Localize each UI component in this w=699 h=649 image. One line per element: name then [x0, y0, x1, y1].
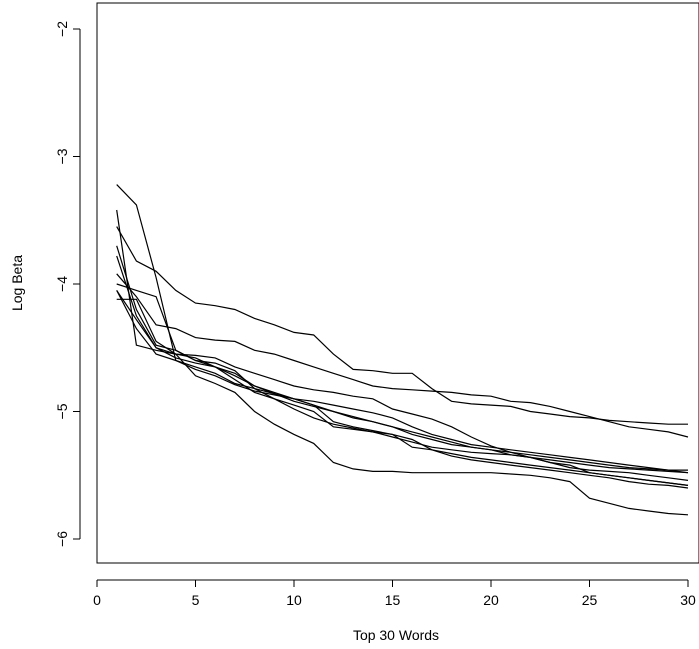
y-axis-label: Log Beta: [9, 255, 25, 311]
series-line-5: [116, 273, 689, 438]
y-tick-label: −6: [54, 531, 70, 547]
x-tick-label: 20: [483, 592, 499, 608]
y-tick-label: −3: [54, 148, 70, 164]
x-axis: 0 5 10 15 20 25 30: [93, 579, 696, 608]
x-tick-label: 15: [385, 592, 401, 608]
y-tick-label: −2: [54, 21, 70, 37]
series-line-9: [116, 298, 689, 516]
series-line-7: [116, 283, 689, 486]
series-layer: [116, 184, 689, 516]
x-tick-label: 0: [93, 592, 101, 608]
x-tick-label: 10: [286, 592, 302, 608]
x-tick-label: 25: [582, 592, 598, 608]
series-line-3: [116, 209, 689, 481]
y-tick-label: −4: [54, 276, 70, 292]
x-tick-label: 30: [680, 592, 696, 608]
series-line-10: [116, 290, 688, 471]
series-line-8: [116, 290, 689, 486]
x-tick-label: 5: [192, 592, 200, 608]
series-line-1: [116, 184, 689, 474]
series-line-2: [116, 226, 688, 425]
y-tick-label: −5: [54, 403, 70, 419]
y-axis: −6 −5 −4 −3 −2: [54, 21, 81, 547]
x-axis-label: Top 30 Words: [353, 627, 439, 643]
series-line-4: [116, 245, 689, 474]
plot-frame: [96, 2, 699, 564]
